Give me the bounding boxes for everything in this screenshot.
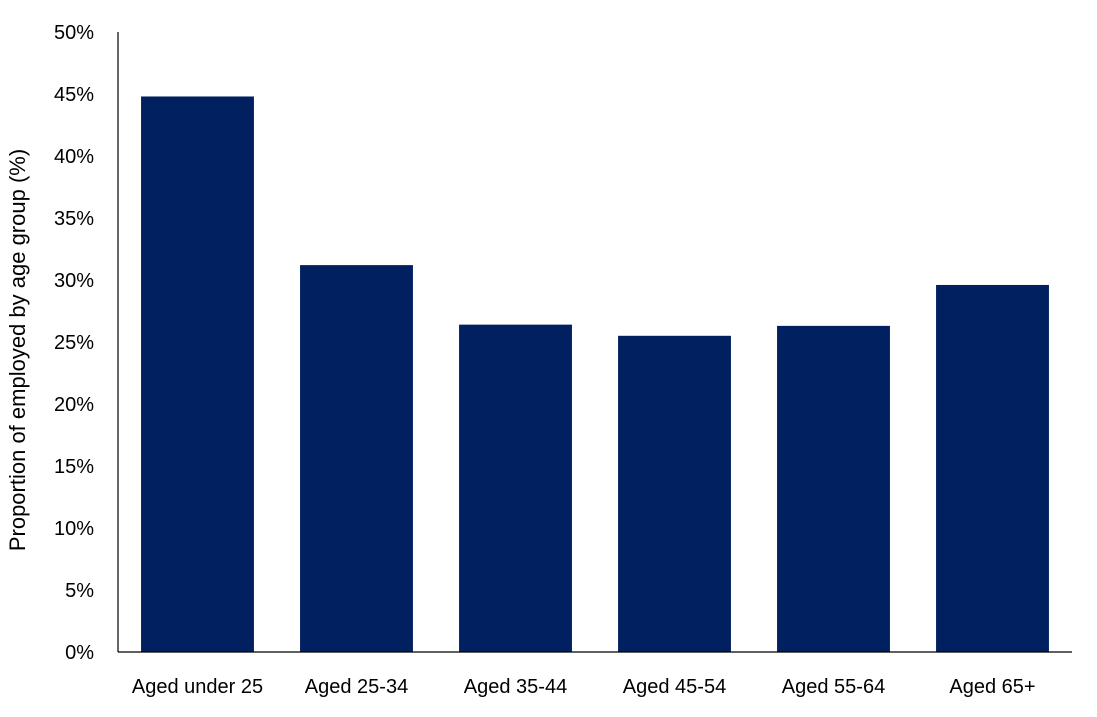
bar — [300, 265, 413, 652]
y-tick-label: 15% — [54, 456, 94, 478]
x-tick-label: Aged 45-54 — [623, 676, 726, 698]
y-tick-label: 10% — [54, 518, 94, 540]
x-tick-label: Aged 55-64 — [782, 676, 885, 698]
bar — [777, 325, 890, 652]
y-axis-ticks: 0% 5% 10% 15% 20% 25% 30% 35% 40% 45% 50% — [54, 22, 94, 664]
bar — [936, 284, 1049, 652]
y-tick-label: 40% — [54, 146, 94, 168]
x-tick-label: Aged 35-44 — [464, 676, 567, 698]
bars-layer — [141, 96, 1049, 653]
y-tick-label: 20% — [54, 394, 94, 416]
y-tick-label: 5% — [65, 580, 94, 602]
y-tick-label: 50% — [54, 22, 94, 44]
y-tick-label: 30% — [54, 270, 94, 292]
bar — [459, 324, 572, 652]
x-axis-ticks: Aged under 25 Aged 25-34 Aged 35-44 Aged 45… — [132, 676, 1036, 698]
bar — [618, 335, 731, 652]
y-tick-label: 35% — [54, 208, 94, 230]
x-tick-label: Aged 25-34 — [305, 676, 408, 698]
y-tick-label: 25% — [54, 332, 94, 354]
bar — [141, 96, 254, 653]
y-tick-label: 45% — [54, 84, 94, 106]
y-axis-title: Proportion of employed by age group (%) — [5, 149, 30, 551]
y-tick-label: 0% — [65, 642, 94, 664]
x-tick-label: Aged under 25 — [132, 676, 263, 698]
x-tick-label: Aged 65+ — [949, 676, 1035, 698]
